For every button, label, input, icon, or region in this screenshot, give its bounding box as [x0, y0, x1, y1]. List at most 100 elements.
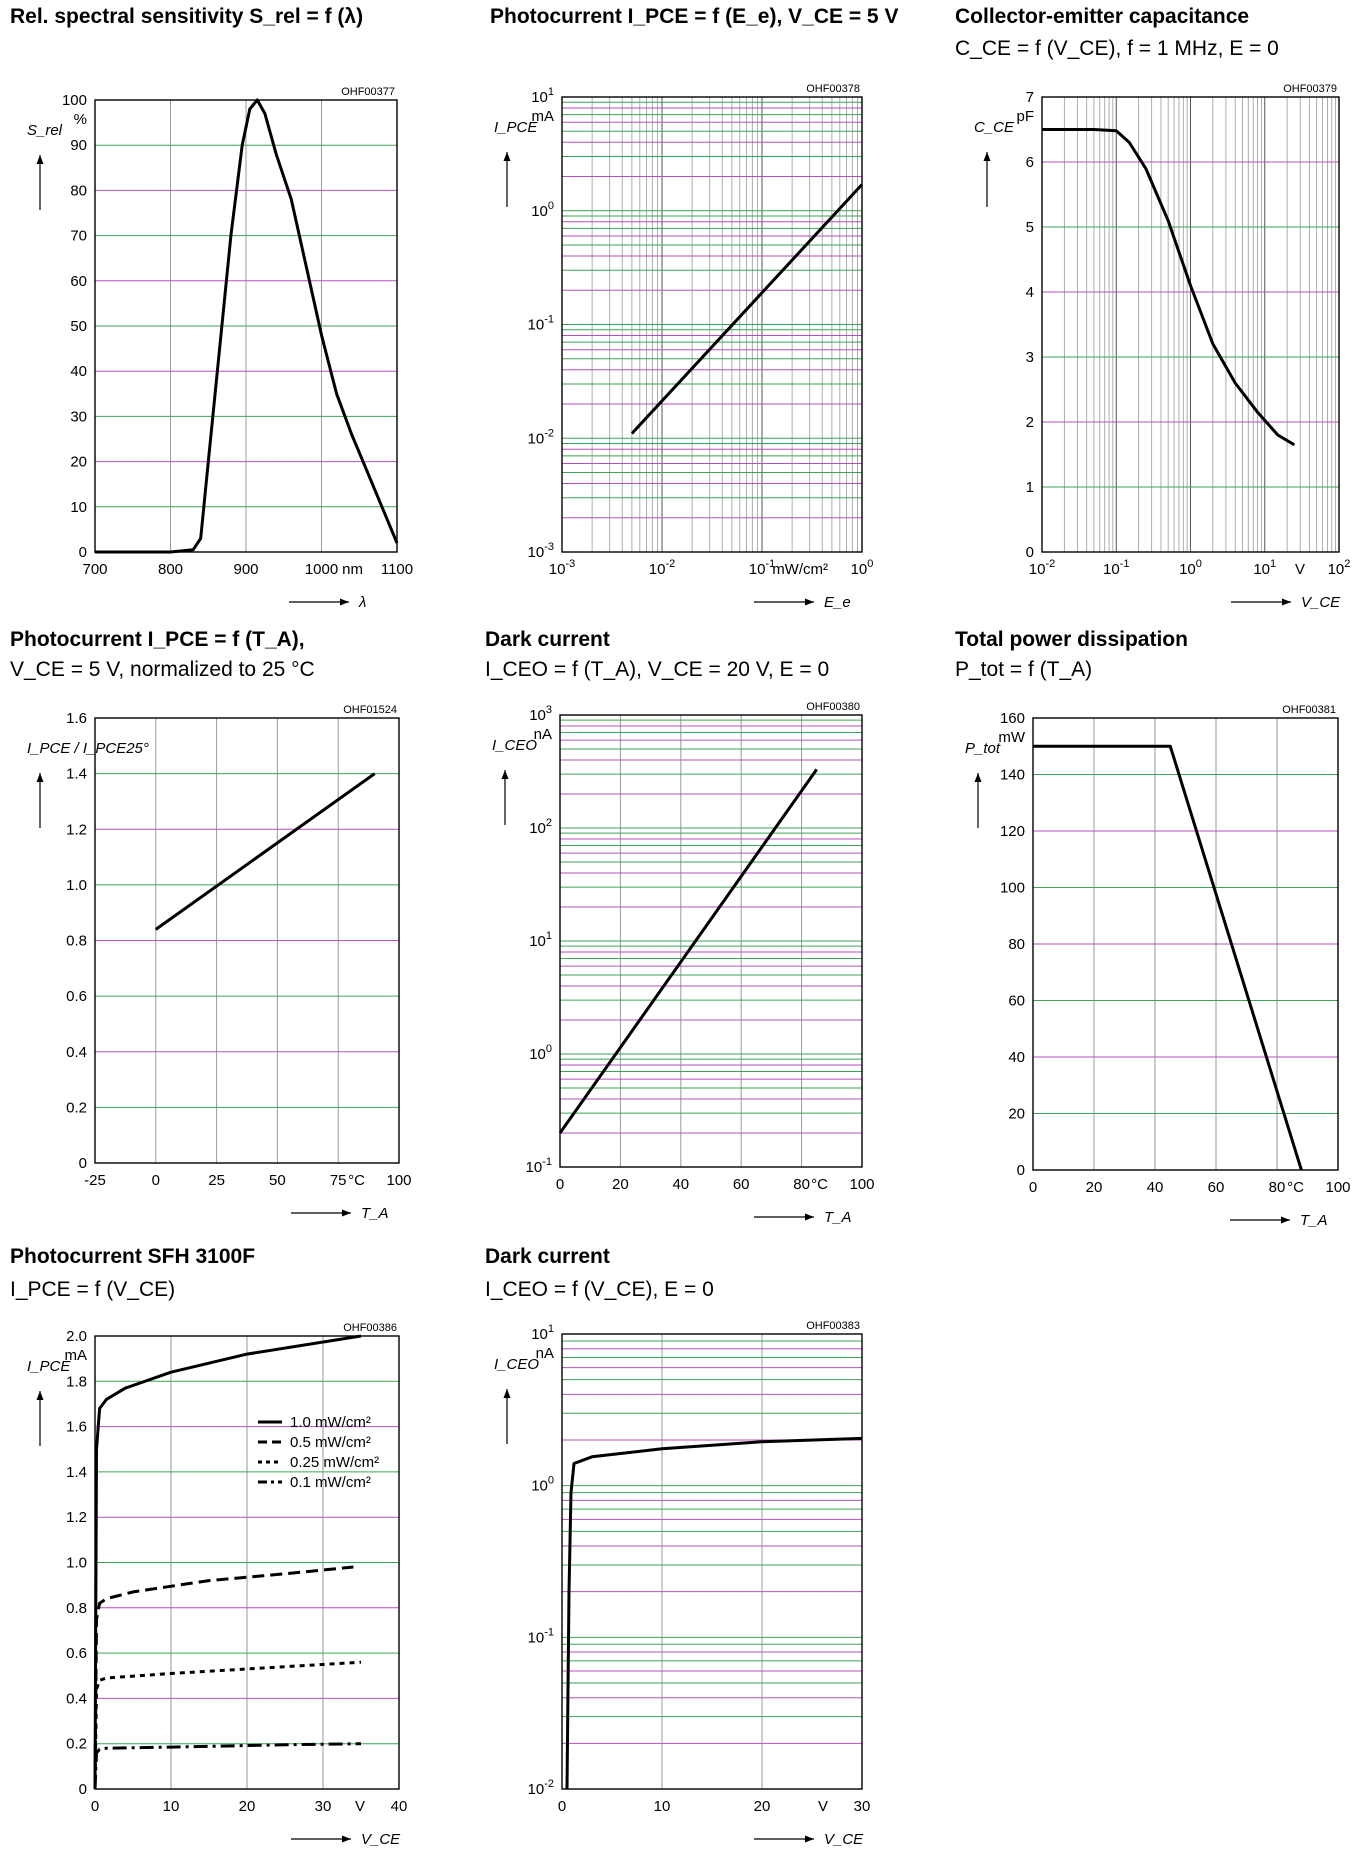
y-axis-label: P_tot [965, 740, 1001, 757]
chart-title: Dark current [485, 628, 610, 651]
y-tick-label: 60 [70, 273, 87, 290]
chart-subtitle: I_PCE = f (V_CE) [10, 1278, 176, 1301]
axis-arrowhead [342, 1835, 351, 1843]
y-tick-label: 6 [1026, 154, 1034, 171]
x-tick-label: 40 [672, 1176, 689, 1193]
y-tick-label: 20 [70, 454, 87, 471]
series-line-1 [565, 1436, 863, 1790]
y-tick-label: 50 [70, 318, 87, 335]
chart-c7: 0 10 20 30 40 0 0.2 0.4 0.6 0.8 1.0 1.2 1.4 1.6 1.8 2.0… [27, 1322, 407, 1848]
y-tick-label: 40 [1008, 1049, 1025, 1066]
y-tick-label: 0.8 [66, 933, 87, 950]
y-tick-label: 100 [62, 92, 87, 109]
chart-subtitle: P_tot = f (T_A) [955, 658, 1093, 681]
legend-label: 0.25 mW/cm² [290, 1454, 379, 1471]
chart-subtitle: V_CE = 5 V, normalized to 25 °C [10, 658, 315, 681]
y-tick-label: 60 [1008, 993, 1025, 1010]
chart-subtitle: C_CE = f (V_CE), f = 1 MHz, E = 0 [955, 37, 1279, 60]
chart-c6: 0 20 40 60 80 100 0 20 40 60 80 100 120 140 160 OHF0038… [965, 704, 1351, 1229]
y-tick-label: 2.0 [66, 1328, 87, 1345]
x-tick-label: 10-1 [1103, 558, 1129, 578]
x-tick-label: 800 [158, 561, 183, 578]
axis-arrowhead [983, 152, 991, 161]
x-tick-label: 25 [208, 1172, 225, 1189]
y-tick-label: 5 [1026, 219, 1034, 236]
axis-arrowhead [805, 1213, 814, 1221]
series-line-1 [93, 1334, 362, 1790]
chart-code: OHF00386 [343, 1322, 397, 1334]
x-unit: V [1295, 561, 1305, 578]
y-unit: nA [536, 1345, 554, 1362]
y-tick-label: 10-2 [528, 1778, 554, 1798]
y-tick-label: 1.0 [66, 1555, 87, 1572]
series-line-1 [1042, 128, 1296, 447]
x-tick-label: 10 [654, 1798, 671, 1815]
series-line-1 [558, 768, 818, 1134]
y-tick-label: 0.4 [66, 1044, 87, 1061]
y-tick-label: 4 [1026, 284, 1034, 301]
y-tick-label: 0.6 [66, 1645, 87, 1662]
x-axis-label: V_CE [361, 1831, 401, 1848]
y-unit: % [74, 111, 87, 128]
x-tick-label: 0 [91, 1798, 99, 1815]
x-tick-label: 80 [1269, 1179, 1286, 1196]
y-tick-label: 90 [70, 137, 87, 154]
y-tick-label: 1 [1026, 479, 1034, 496]
y-tick-label: 0.2 [66, 1736, 87, 1753]
x-axis-label: E_e [824, 594, 851, 611]
x-tick-label: 100 [386, 1172, 411, 1189]
chart-code: OHF00380 [806, 701, 860, 713]
y-tick-label: 3 [1026, 349, 1034, 366]
chart-c1: 700 800 900 1000 1100 0 10 20 30 40 50 60 70 80 90 100 O… [27, 86, 413, 611]
y-tick-label: 0 [1017, 1162, 1025, 1179]
x-tick-label: 20 [239, 1798, 256, 1815]
chart-title: Total power dissipation [955, 628, 1188, 651]
y-tick-label: 0 [1026, 544, 1034, 561]
series-line-1 [630, 183, 864, 435]
y-tick-label: 10-1 [528, 1626, 554, 1646]
chart-code: OHF00383 [806, 1320, 860, 1332]
legend-label: 0.5 mW/cm² [290, 1434, 371, 1451]
x-unit: V [818, 1798, 828, 1815]
x-unit: mW/cm² [772, 561, 828, 578]
y-tick-label: 120 [1000, 823, 1025, 840]
y-tick-label: 30 [70, 408, 87, 425]
chart-c2: 10-3 10-2 10-1 100 10-3 10-2 10-1 100 101 OHF0037… [494, 83, 873, 611]
y-tick-label: 1.2 [66, 821, 87, 838]
y-tick-label: 0.4 [66, 1690, 87, 1707]
y-tick-label: 100 [531, 200, 554, 220]
chart-title: Photocurrent I_PCE = f (T_A), [10, 628, 305, 651]
chart-title: Photocurrent SFH 3100F [10, 1245, 256, 1268]
x-tick-label: 10-2 [649, 558, 675, 578]
y-unit: mA [65, 1347, 88, 1364]
plot-frame [561, 96, 863, 553]
y-axis-label: I_CEO [492, 737, 537, 754]
chart-code: OHF00381 [1282, 704, 1336, 716]
y-unit: pF [1016, 108, 1034, 125]
y-tick-label: 0 [79, 1781, 87, 1798]
y-tick-label: 100 [1000, 880, 1025, 897]
plot-frame [94, 717, 400, 1164]
chart-c5: 0 20 40 60 80 100 10-1 100 101 102 103 OHF00380 T_A I… [492, 701, 875, 1226]
x-unit: °C [1287, 1179, 1304, 1196]
y-tick-label: 10 [70, 499, 87, 516]
x-tick-label: 30 [854, 1798, 871, 1815]
x-tick-label: 30 [315, 1798, 332, 1815]
plot-frame [561, 1333, 863, 1790]
x-unit: nm [342, 561, 363, 578]
x-tick-label: 20 [612, 1176, 629, 1193]
y-tick-label: 0.2 [66, 1099, 87, 1116]
y-tick-label: 100 [531, 1475, 554, 1495]
x-tick-label: 10-3 [549, 558, 575, 578]
chart-title: Rel. spectral sensitivity S_rel = f (λ) [10, 5, 364, 28]
x-tick-label: 0 [152, 1172, 160, 1189]
chart-title: Photocurrent I_PCE = f (E_e), V_CE = 5 V [490, 5, 899, 28]
x-tick-label: 0 [558, 1798, 566, 1815]
x-tick-label: 102 [1328, 558, 1351, 578]
x-tick-label: 100 [851, 558, 874, 578]
x-axis-label: T_A [824, 1209, 852, 1226]
chart-c3: 10-2 10-1 100 101 102 0 1 2 3 4 5 6 7 OHF00379 V_CE C_C… [974, 83, 1350, 611]
x-tick-label: 100 [1179, 558, 1202, 578]
y-axis-label: S_rel [27, 122, 63, 139]
x-tick-label: 100 [1325, 1179, 1350, 1196]
